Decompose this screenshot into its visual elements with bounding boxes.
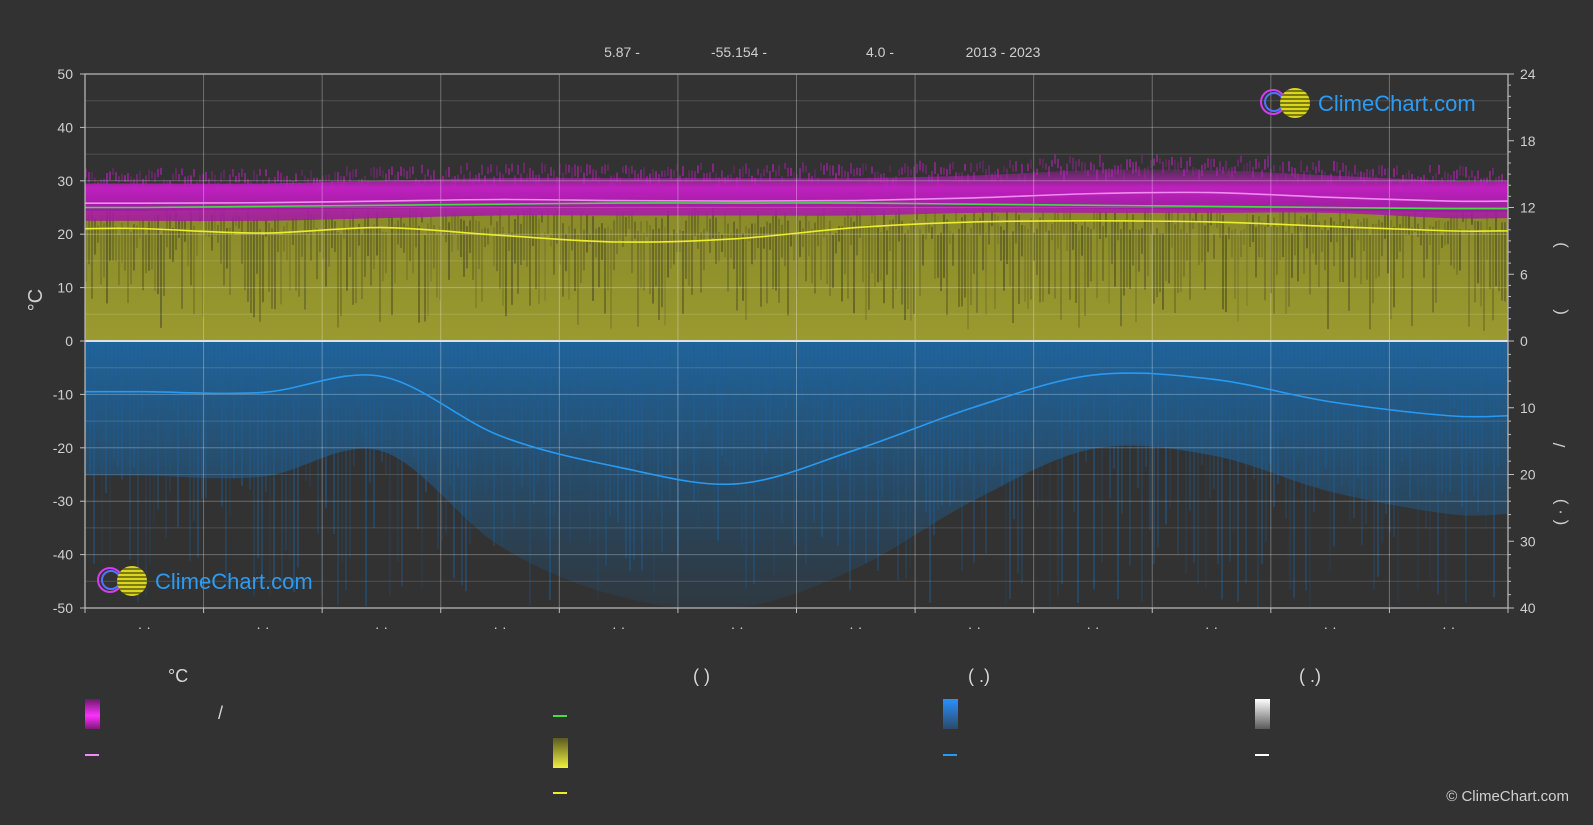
right-top-tick-label: 6 [1520, 266, 1528, 282]
legend-col4-title: ( .) [1299, 666, 1321, 686]
right-bottom-tick-label: 20 [1520, 467, 1536, 483]
left-tick-label: -40 [53, 547, 73, 563]
header-item: 4.0 - [866, 44, 894, 60]
x-tick-label: · · [968, 619, 981, 635]
left-tick-label: 30 [57, 173, 73, 189]
x-tick-label: · · [612, 619, 625, 635]
copyright: © ClimeChart.com [1446, 788, 1569, 805]
chart-header: 5.87 - -55.154 - 4.0 - 2013 - 2023 [604, 44, 1040, 60]
header-item: 5.87 - [604, 44, 640, 60]
left-tick-label: 10 [57, 280, 73, 296]
x-tick-label: · · [731, 619, 744, 635]
logo-icon [1258, 87, 1314, 121]
precipitation-area [85, 341, 1508, 608]
legend-snow-area-swatch [1255, 699, 1270, 729]
legend-col3-title: ( .) [968, 666, 990, 686]
x-axis-ticks: · · · · · · · · · · · · · · · · · · · · · · · · [84, 608, 1509, 635]
sunshine-line [84, 220, 1509, 243]
legend-precip-area-swatch [943, 699, 958, 729]
left-tick-label: 40 [57, 119, 73, 135]
daylight-line [84, 202, 1509, 210]
legend-temp-range-swatch [85, 699, 100, 729]
left-tick-label: 50 [57, 66, 73, 82]
right-bottom-tick-label: 10 [1520, 400, 1536, 416]
right-axis-label: / [1550, 442, 1569, 447]
x-tick-label: · · [493, 619, 506, 635]
left-tick-label: 20 [57, 226, 73, 242]
legend-col1-title: °C [168, 666, 189, 686]
legend-temp-range-separator: / [218, 703, 224, 723]
logo-bottom: ClimeChart.com [95, 565, 313, 599]
temperature-mean-line [84, 191, 1509, 205]
x-tick-label: · · [1442, 619, 1455, 635]
x-tick-label: · · [138, 619, 151, 635]
right-top-tick-label: 12 [1520, 200, 1536, 216]
logo-text: ClimeChart.com [155, 569, 313, 594]
header-item: -55.154 - [711, 44, 767, 60]
left-tick-label: -10 [53, 386, 73, 402]
right-top-tick-label: 24 [1520, 66, 1536, 82]
left-tick-label: 0 [65, 333, 73, 349]
x-tick-label: · · [1205, 619, 1218, 635]
left-axis-label: °C [25, 289, 47, 311]
legend-sunshine-area-swatch [553, 738, 568, 768]
right-top-tick-label: 18 [1520, 133, 1536, 149]
sunshine-area [85, 206, 1508, 341]
logo-icon [95, 565, 151, 599]
legend-snow-line-swatch [1255, 754, 1269, 756]
x-tick-label: · · [375, 619, 388, 635]
legend-temp-mean-swatch [85, 754, 99, 756]
x-tick-label: · · [1086, 619, 1099, 635]
right-axis-label: ) [1550, 242, 1569, 248]
right-axis-ticks: 24 18 12 6 0 10 20 30 40 [1508, 66, 1536, 616]
sunshine-streaks [85, 207, 1508, 331]
precipitation-streaks [85, 341, 1507, 608]
legend-precip-line-swatch [943, 754, 957, 756]
logo-top: ClimeChart.com [1258, 87, 1476, 121]
x-tick-label: · · [256, 619, 269, 635]
left-tick-label: -50 [53, 600, 73, 616]
right-axis-label: ( [1550, 309, 1569, 315]
right-bottom-tick-label: 30 [1520, 533, 1536, 549]
x-tick-label: · · [1324, 619, 1337, 635]
temperature-range-area [85, 169, 1508, 222]
logo-text: ClimeChart.com [1318, 91, 1476, 116]
legend-daylight-swatch [553, 715, 567, 717]
precipitation-line [84, 372, 1509, 486]
legend-sunshine-line-swatch [553, 792, 567, 794]
left-tick-label: -20 [53, 440, 73, 456]
legend-col2-title: ( ) [693, 666, 710, 686]
left-axis-ticks: 50 40 30 20 10 0 -10 -20 -30 -40 -50 [53, 66, 85, 616]
left-tick-label: -30 [53, 493, 73, 509]
header-item: 2013 - 2023 [966, 44, 1041, 60]
right-axis-label: ( · ) [1550, 499, 1569, 525]
right-bottom-tick-label: 40 [1520, 600, 1536, 616]
right-axis-labels: ) ( / ( · ) [1550, 242, 1569, 525]
right-top-tick-label: 0 [1520, 333, 1528, 349]
temperature-range-streaks [85, 154, 1508, 194]
x-tick-label: · · [849, 619, 862, 635]
